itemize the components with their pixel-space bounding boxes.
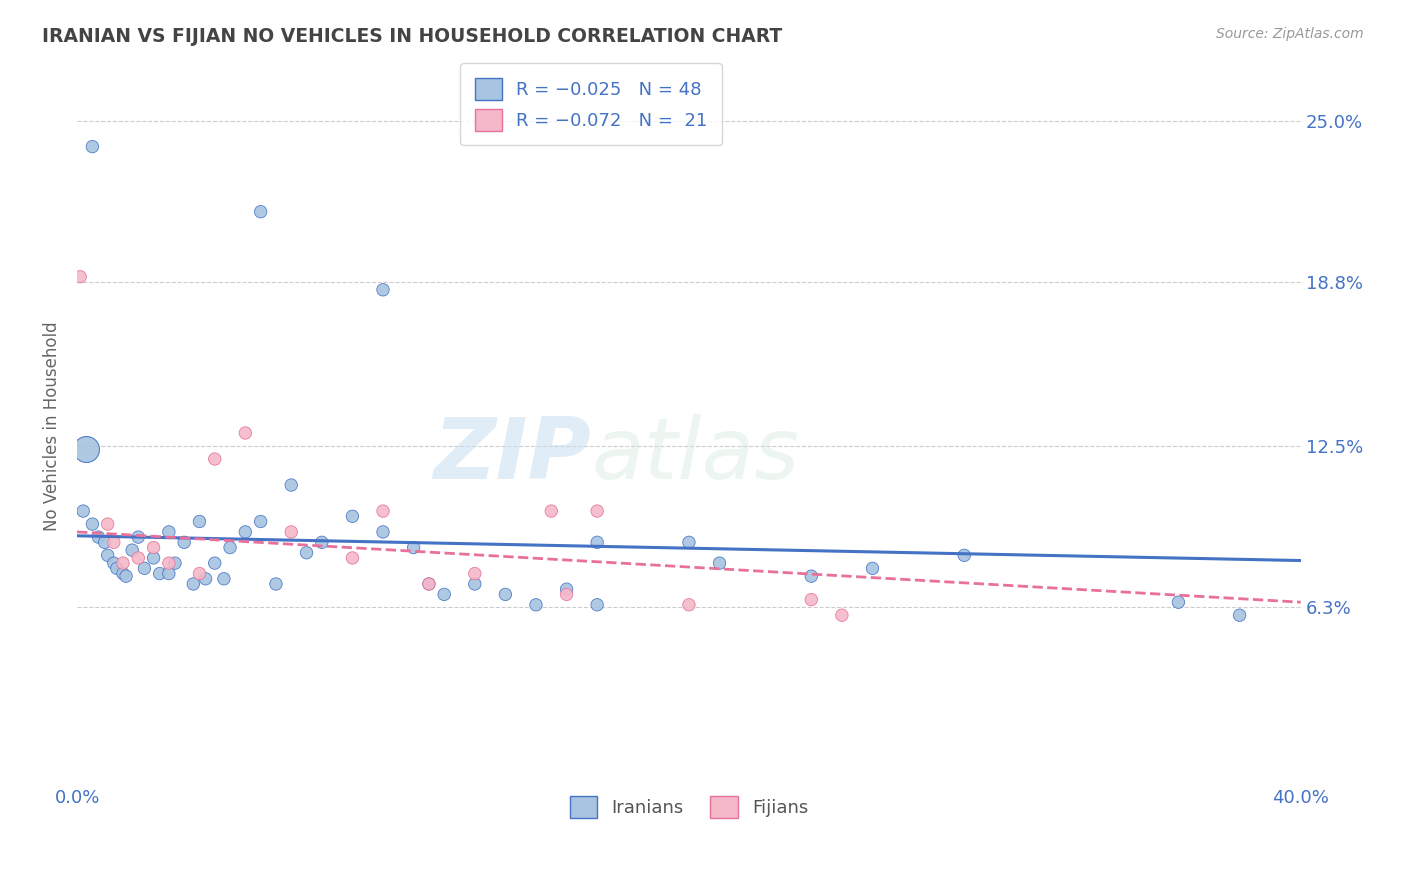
Point xyxy=(115,569,138,583)
Point xyxy=(555,587,578,601)
Point xyxy=(678,598,700,612)
Point xyxy=(111,556,134,570)
Point xyxy=(249,515,271,529)
Point xyxy=(97,517,120,532)
Point xyxy=(371,524,394,539)
Point xyxy=(183,577,205,591)
Point xyxy=(219,541,242,555)
Text: Source: ZipAtlas.com: Source: ZipAtlas.com xyxy=(1216,27,1364,41)
Point xyxy=(142,541,165,555)
Point xyxy=(163,556,186,570)
Point xyxy=(311,535,333,549)
Point xyxy=(280,524,302,539)
Point xyxy=(540,504,562,518)
Point xyxy=(709,556,731,570)
Point xyxy=(586,598,609,612)
Point xyxy=(235,524,257,539)
Point xyxy=(194,572,217,586)
Point xyxy=(494,587,516,601)
Point xyxy=(82,517,104,532)
Point xyxy=(831,608,853,623)
Point xyxy=(75,442,97,456)
Point xyxy=(800,592,823,607)
Point xyxy=(93,535,115,549)
Point xyxy=(586,535,609,549)
Point xyxy=(1167,595,1189,609)
Point xyxy=(103,535,125,549)
Point xyxy=(127,530,149,544)
Point xyxy=(69,269,91,284)
Point xyxy=(264,577,287,591)
Point xyxy=(87,530,110,544)
Point xyxy=(464,577,486,591)
Point xyxy=(188,566,211,581)
Point xyxy=(524,598,547,612)
Point xyxy=(212,572,235,586)
Point xyxy=(418,577,440,591)
Point xyxy=(97,549,120,563)
Point xyxy=(204,556,226,570)
Point xyxy=(464,566,486,581)
Point xyxy=(418,577,440,591)
Point xyxy=(204,452,226,467)
Point xyxy=(235,425,257,440)
Text: atlas: atlas xyxy=(591,414,799,497)
Point xyxy=(121,543,143,558)
Point xyxy=(295,546,318,560)
Point xyxy=(342,509,364,524)
Point xyxy=(188,515,211,529)
Point xyxy=(371,283,394,297)
Point xyxy=(173,535,195,549)
Point xyxy=(342,550,364,565)
Point xyxy=(103,556,125,570)
Point xyxy=(800,569,823,583)
Point xyxy=(586,504,609,518)
Point xyxy=(433,587,456,601)
Point xyxy=(127,550,149,565)
Point xyxy=(249,204,271,219)
Point xyxy=(157,566,180,581)
Point xyxy=(862,561,884,575)
Point xyxy=(555,582,578,597)
Text: ZIP: ZIP xyxy=(433,414,591,497)
Point xyxy=(953,549,976,563)
Point xyxy=(105,561,128,575)
Y-axis label: No Vehicles in Household: No Vehicles in Household xyxy=(44,322,60,532)
Text: IRANIAN VS FIJIAN NO VEHICLES IN HOUSEHOLD CORRELATION CHART: IRANIAN VS FIJIAN NO VEHICLES IN HOUSEHO… xyxy=(42,27,782,45)
Point xyxy=(82,139,104,153)
Point xyxy=(157,556,180,570)
Point xyxy=(371,504,394,518)
Point xyxy=(142,550,165,565)
Point xyxy=(678,535,700,549)
Point xyxy=(72,504,94,518)
Point xyxy=(280,478,302,492)
Point xyxy=(157,524,180,539)
Point xyxy=(402,541,425,555)
Point xyxy=(134,561,156,575)
Point xyxy=(111,566,134,581)
Point xyxy=(1229,608,1251,623)
Legend: Iranians, Fijians: Iranians, Fijians xyxy=(562,789,815,825)
Point xyxy=(149,566,172,581)
